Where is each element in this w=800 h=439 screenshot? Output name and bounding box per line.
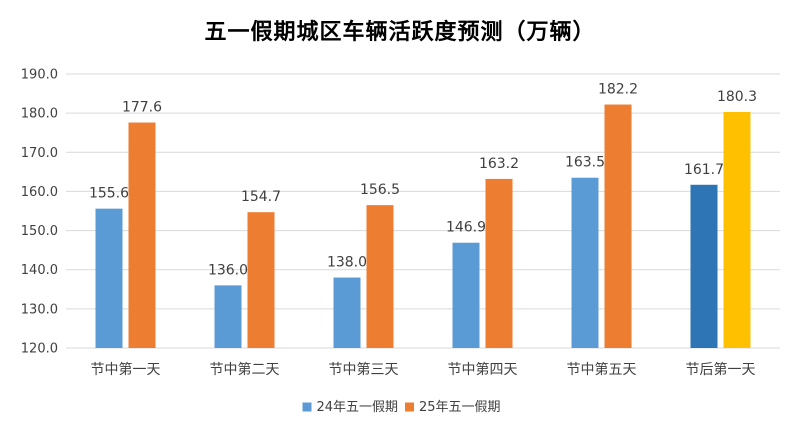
x-axis-categories: 节中第一天 节中第二天 节中第三天 节中第四天 节中第五天 节后第一天 xyxy=(91,361,756,378)
data-label: 161.7 xyxy=(684,162,724,178)
bar-24-0 xyxy=(95,208,123,348)
legend: 24年五一假期 25年五一假期 xyxy=(302,400,501,415)
x-category-label: 节中第一天 xyxy=(91,361,161,378)
data-label: 177.6 xyxy=(122,100,162,116)
bars xyxy=(95,104,751,349)
y-tick-label: 120.0 xyxy=(21,342,58,357)
bar-25-2 xyxy=(366,205,394,348)
x-category-label: 节中第五天 xyxy=(567,361,637,378)
legend-label: 24年五一假期 xyxy=(317,400,399,415)
x-category-label: 节中第三天 xyxy=(329,361,399,378)
data-label: 155.6 xyxy=(89,186,129,202)
bar-24-5 xyxy=(690,184,718,348)
legend-swatch xyxy=(405,402,414,412)
data-label: 163.2 xyxy=(479,156,519,172)
data-label: 156.5 xyxy=(360,182,400,198)
y-tick-label: 170.0 xyxy=(21,146,58,161)
bar-25-1 xyxy=(247,212,275,348)
data-label: 182.2 xyxy=(598,82,638,98)
data-labels: 155.6 177.6 136.0 154.7 138.0 156.5 146.9 163.2… xyxy=(89,82,757,279)
bar-25-4 xyxy=(604,104,632,348)
data-label: 154.7 xyxy=(241,189,281,205)
y-axis-ticks: 120.0 130.0 140.0 150.0 160.0 170.0 180.0 190.0 xyxy=(21,68,58,357)
y-tick-label: 130.0 xyxy=(21,302,58,317)
y-tick-label: 190.0 xyxy=(21,68,58,83)
y-tick-label: 160.0 xyxy=(21,185,58,200)
bar-24-2 xyxy=(333,277,361,348)
x-category-label: 节中第四天 xyxy=(448,361,518,378)
bar-24-1 xyxy=(214,285,242,348)
legend-swatch xyxy=(302,402,312,412)
y-tick-label: 150.0 xyxy=(21,224,58,239)
y-tick-label: 140.0 xyxy=(21,263,58,278)
bar-25-0 xyxy=(128,122,156,348)
y-tick-label: 180.0 xyxy=(21,107,58,122)
data-label: 146.9 xyxy=(446,220,486,236)
bar-25-3 xyxy=(485,178,513,348)
legend-label: 25年五一假期 xyxy=(419,400,501,415)
data-label: 136.0 xyxy=(208,262,248,278)
bar-25-5 xyxy=(723,111,751,349)
data-label: 163.5 xyxy=(565,155,605,171)
data-label: 138.0 xyxy=(327,255,367,271)
data-label: 180.3 xyxy=(717,89,757,105)
x-category-label: 节中第二天 xyxy=(210,361,280,378)
gridlines xyxy=(66,73,780,349)
chart-title: 五一假期城区车辆活跃度预测（万辆） xyxy=(204,19,596,45)
bar-24-4 xyxy=(571,177,599,348)
x-category-label: 节后第一天 xyxy=(686,361,756,378)
bar-24-3 xyxy=(452,242,480,348)
